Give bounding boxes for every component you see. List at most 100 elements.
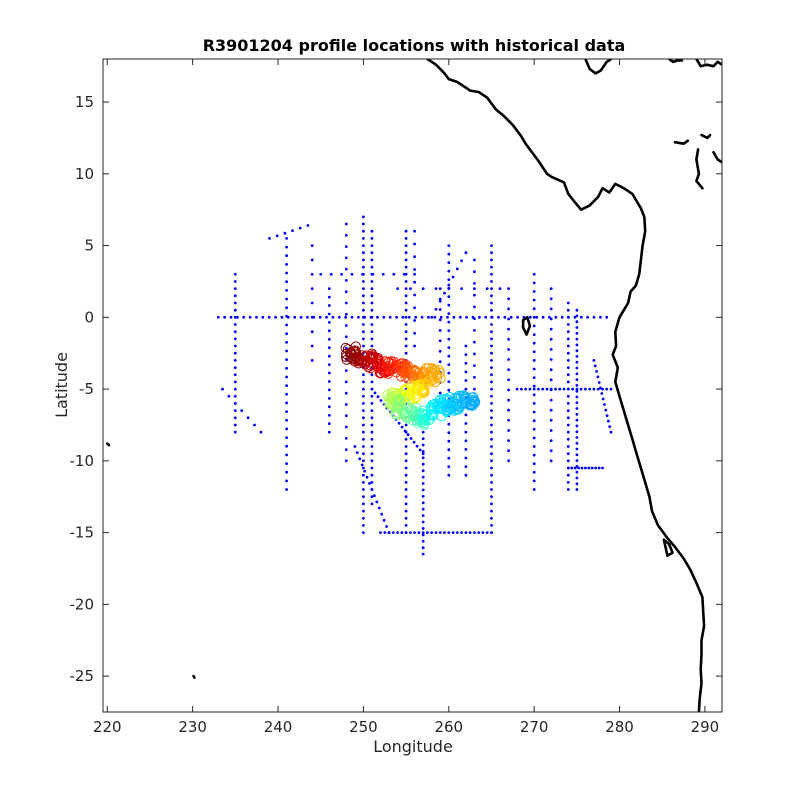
historical-point xyxy=(532,298,536,302)
historical-point xyxy=(370,251,374,255)
historical-point xyxy=(344,391,348,395)
historical-point xyxy=(485,287,489,290)
historical-point xyxy=(464,465,468,468)
historical-point xyxy=(490,495,493,499)
historical-point xyxy=(594,466,597,470)
historical-point xyxy=(597,381,601,384)
x-tick-label: 250 xyxy=(349,718,378,736)
historical-point xyxy=(362,287,365,290)
historical-point xyxy=(327,346,331,350)
historical-point xyxy=(344,403,348,406)
historical-point xyxy=(362,323,365,326)
historical-point xyxy=(532,410,536,414)
historical-point xyxy=(575,343,579,347)
historical-point xyxy=(541,315,545,319)
historical-point xyxy=(447,422,451,426)
historical-point xyxy=(575,459,579,462)
historical-point xyxy=(490,423,493,427)
historical-point xyxy=(447,329,451,332)
coastline xyxy=(426,59,706,712)
historical-point xyxy=(507,398,510,402)
historical-point xyxy=(362,502,365,506)
historical-point xyxy=(427,315,430,319)
historical-point xyxy=(575,470,579,474)
historical-point xyxy=(233,315,237,319)
historical-point xyxy=(404,330,408,334)
historical-point xyxy=(221,387,224,391)
historical-point xyxy=(464,531,468,534)
historical-point xyxy=(430,531,434,534)
historical-point xyxy=(566,344,570,348)
historical-point xyxy=(473,329,476,332)
historical-point xyxy=(447,337,451,341)
historical-point xyxy=(362,337,365,341)
historical-point xyxy=(362,481,365,484)
historical-point xyxy=(255,315,258,319)
historical-point xyxy=(464,456,468,460)
historical-point xyxy=(350,315,354,319)
historical-point xyxy=(464,370,468,374)
historical-point xyxy=(592,359,596,362)
historical-point xyxy=(438,299,442,303)
historical-point xyxy=(362,516,365,520)
historical-point xyxy=(404,251,408,255)
historical-point xyxy=(575,430,579,434)
historical-point xyxy=(464,448,468,451)
profile-marker xyxy=(435,373,446,384)
historical-point xyxy=(490,373,493,377)
y-tick-label: 10 xyxy=(75,165,94,183)
coastline xyxy=(521,316,532,336)
historical-point xyxy=(464,379,468,382)
historical-point xyxy=(362,380,365,384)
historical-point xyxy=(370,380,374,384)
historical-point xyxy=(383,531,387,534)
profile-marker xyxy=(382,390,393,401)
historical-point xyxy=(404,488,408,491)
profile-marker xyxy=(417,366,429,377)
historical-point xyxy=(404,237,408,240)
x-tick-label: 270 xyxy=(520,718,549,736)
historical-point xyxy=(421,533,425,537)
historical-point xyxy=(447,363,451,366)
historical-point xyxy=(280,315,284,319)
historical-point xyxy=(549,378,553,382)
profile-marker xyxy=(341,354,352,365)
profile-track xyxy=(340,341,481,430)
historical-point xyxy=(285,245,288,249)
historical-point xyxy=(385,525,388,528)
historical-point xyxy=(438,297,442,301)
historical-point xyxy=(293,315,297,319)
profile-marker xyxy=(412,417,423,428)
historical-point xyxy=(532,479,536,483)
historical-point xyxy=(370,502,374,506)
historical-point xyxy=(370,445,374,448)
historical-point xyxy=(404,481,408,484)
profile-marker xyxy=(425,373,436,384)
historical-point xyxy=(605,414,609,417)
historical-point xyxy=(490,251,493,255)
historical-point xyxy=(344,312,348,316)
historical-point xyxy=(447,261,451,264)
historical-point xyxy=(490,488,493,491)
historical-point xyxy=(327,312,331,316)
historical-point xyxy=(285,358,288,361)
historical-point xyxy=(370,423,374,427)
historical-point xyxy=(446,315,449,319)
historical-point xyxy=(370,488,374,491)
historical-point xyxy=(549,337,553,341)
historical-point xyxy=(285,418,288,422)
historical-point xyxy=(484,315,488,319)
historical-point xyxy=(404,459,408,463)
historical-point xyxy=(575,366,579,370)
historical-point xyxy=(344,414,348,418)
historical-point xyxy=(421,552,425,556)
historical-point xyxy=(532,359,536,362)
historical-point xyxy=(357,315,360,319)
historical-point xyxy=(575,447,579,451)
historical-point xyxy=(413,344,416,348)
historical-point xyxy=(362,423,365,427)
historical-point xyxy=(370,229,374,233)
historical-point xyxy=(363,469,366,473)
historical-point xyxy=(382,315,386,319)
historical-point xyxy=(362,473,365,477)
